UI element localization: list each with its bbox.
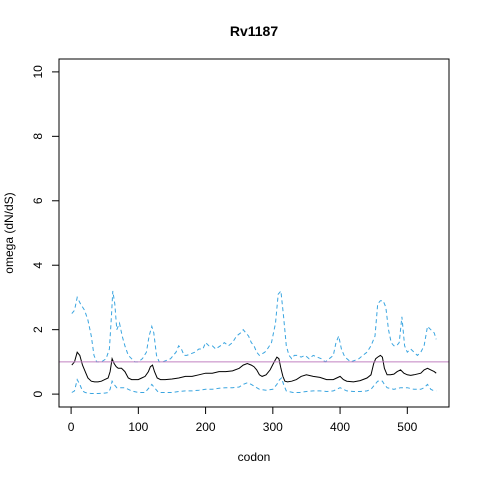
y-tick-label: 4 <box>31 262 45 269</box>
x-axis-label: codon <box>238 450 271 464</box>
series-line-lower <box>71 377 437 394</box>
x-axis: 0 100 200 300 400 500 <box>68 406 418 434</box>
x-tick-label: 100 <box>128 420 148 434</box>
y-axis: 0 2 4 6 8 10 <box>31 65 60 397</box>
y-tick-label: 6 <box>31 197 45 204</box>
x-tick-label: 400 <box>330 420 350 434</box>
x-tick-label: 200 <box>196 420 216 434</box>
chart-title: Rv1187 <box>230 23 278 39</box>
x-tick-label: 300 <box>263 420 283 434</box>
series-line-upper <box>71 289 437 363</box>
plot-frame <box>58 58 450 408</box>
y-tick-label: 10 <box>31 65 45 79</box>
y-axis-label: omega (dN/dS) <box>2 192 16 273</box>
x-tick-label: 0 <box>68 420 75 434</box>
series-layer <box>71 289 437 394</box>
y-tick-label: 2 <box>31 326 45 333</box>
y-tick-label: 0 <box>31 390 45 397</box>
x-tick-label: 500 <box>397 420 417 434</box>
series-line-estimate <box>71 351 437 383</box>
y-tick-label: 8 <box>31 133 45 140</box>
